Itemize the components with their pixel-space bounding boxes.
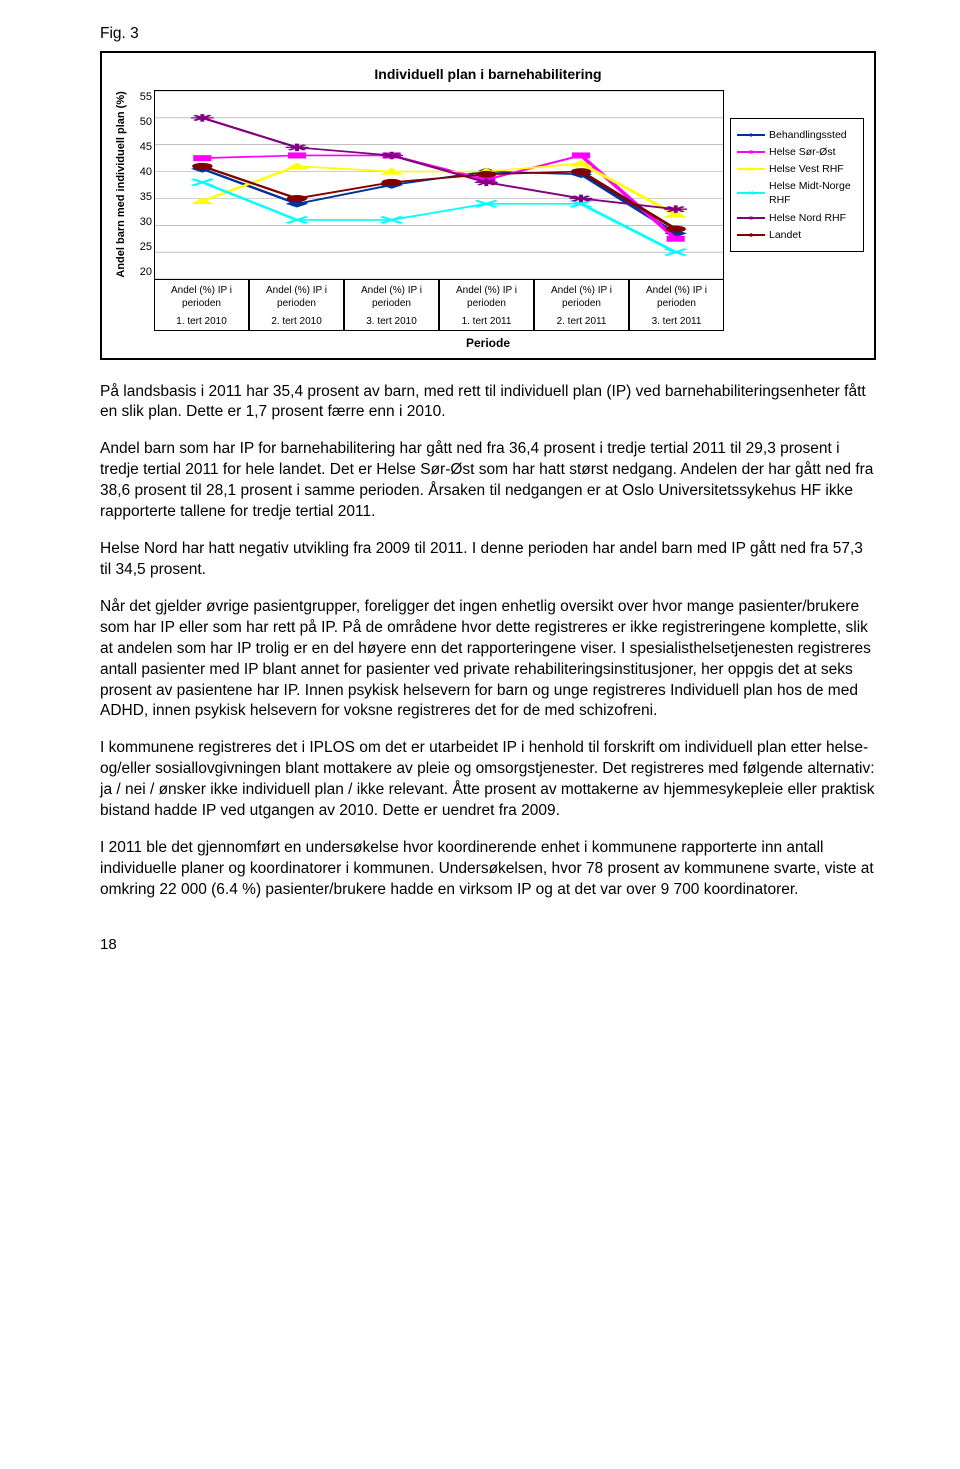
legend-item: Helse Nord RHF [737,211,857,225]
paragraph: I 2011 ble det gjennomført en undersøkel… [100,838,876,901]
x-axis-cell: Andel (%) IP i perioden2. tert 2011 [534,280,629,332]
x-axis-label: Periode [112,335,864,351]
y-axis-label: Andel barn med individuell plan (%) [114,92,129,278]
figure-caption: Fig. 3 [100,24,876,45]
legend-item: Behandlingssted [737,128,857,142]
chart-title: Individuell plan i barnehabilitering [112,65,864,84]
y-axis-ticks: 55 50 45 40 35 30 25 20 [130,90,154,280]
legend-item: Helse Midt-Norge RHF [737,179,857,207]
line-chart: Individuell plan i barnehabilitering And… [100,51,876,360]
x-axis-cell: Andel (%) IP i perioden3. tert 2011 [629,280,724,332]
x-axis-cell: Andel (%) IP i perioden1. tert 2010 [154,280,249,332]
paragraph: I kommunene registreres det i IPLOS om d… [100,738,876,822]
x-axis: Andel (%) IP i perioden1. tert 2010Andel… [154,280,724,332]
paragraph: Helse Nord har hatt negativ utvikling fr… [100,539,876,581]
chart-legend: Behandlingssted Helse Sør-Øst Helse Vest R… [730,118,864,252]
paragraph: På landsbasis i 2011 har 35,4 prosent av… [100,382,876,424]
paragraph: Andel barn som har IP for barnehabiliter… [100,439,876,523]
legend-item: Landet [737,228,857,242]
x-axis-cell: Andel (%) IP i perioden3. tert 2010 [344,280,439,332]
paragraph: Når det gjelder øvrige pasientgrupper, f… [100,597,876,723]
body-text: På landsbasis i 2011 har 35,4 prosent av… [100,382,876,901]
legend-item: Helse Vest RHF [737,162,857,176]
x-axis-cell: Andel (%) IP i perioden1. tert 2011 [439,280,534,332]
legend-item: Helse Sør-Øst [737,145,857,159]
x-axis-cell: Andel (%) IP i perioden2. tert 2010 [249,280,344,332]
chart-plot-area [154,90,724,280]
page-number: 18 [100,935,876,955]
